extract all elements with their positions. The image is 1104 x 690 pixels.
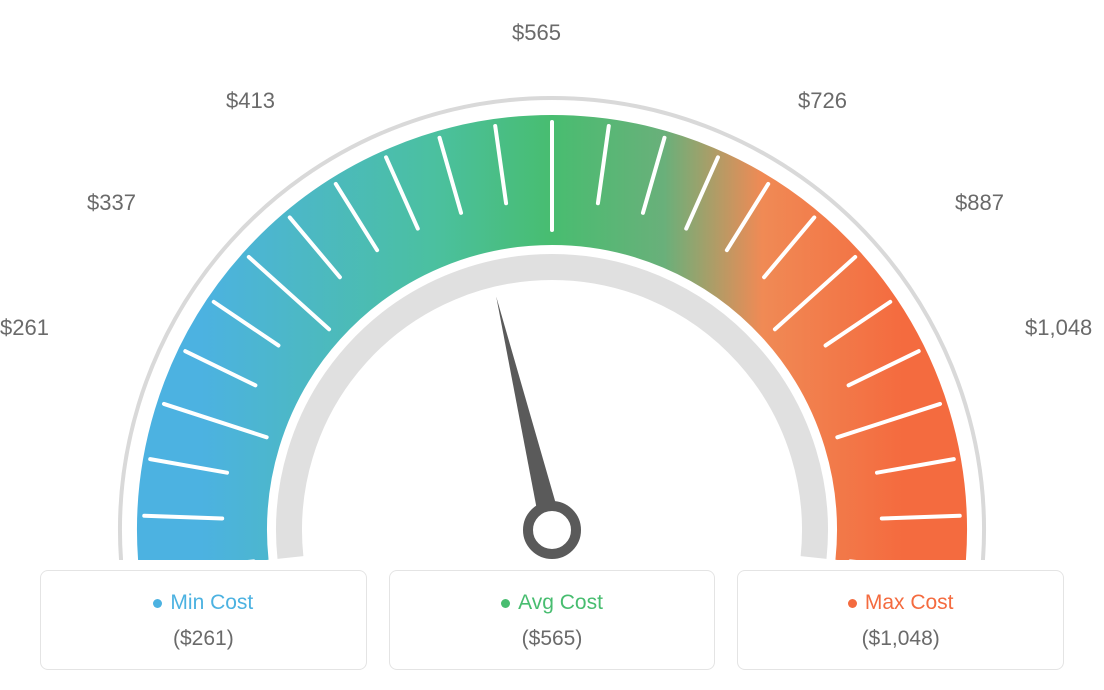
gauge-scale-label: $261 [0,315,49,341]
legend-card-max: Max Cost ($1,048) [737,570,1064,670]
gauge-scale-label: $565 [512,20,561,46]
legend-card-min: Min Cost ($261) [40,570,367,670]
legend-row: Min Cost ($261) Avg Cost ($565) Max Cost… [40,570,1064,670]
legend-value-min: ($261) [51,627,356,651]
legend-dot-max [848,599,857,608]
legend-title-min: Min Cost [153,591,253,615]
legend-title-avg: Avg Cost [501,591,603,615]
legend-label-max: Max Cost [865,591,954,615]
gauge-scale-label: $1,048 [1025,315,1092,341]
legend-value-avg: ($565) [400,627,705,651]
legend-card-avg: Avg Cost ($565) [389,570,716,670]
gauge-scale-label: $337 [87,190,136,216]
legend-value-max: ($1,048) [748,627,1053,651]
gauge-needle [496,297,576,554]
legend-title-max: Max Cost [848,591,954,615]
legend-dot-min [153,599,162,608]
legend-dot-avg [501,599,510,608]
cost-gauge: $261 $337 $413 $565 $726 $887 $1,048 [0,0,1104,560]
gauge-scale-label: $726 [798,88,847,114]
legend-label-min: Min Cost [170,591,253,615]
gauge-svg [52,30,1052,560]
gauge-scale-label: $887 [955,190,1004,216]
gauge-scale-label: $413 [226,88,275,114]
legend-label-avg: Avg Cost [518,591,603,615]
